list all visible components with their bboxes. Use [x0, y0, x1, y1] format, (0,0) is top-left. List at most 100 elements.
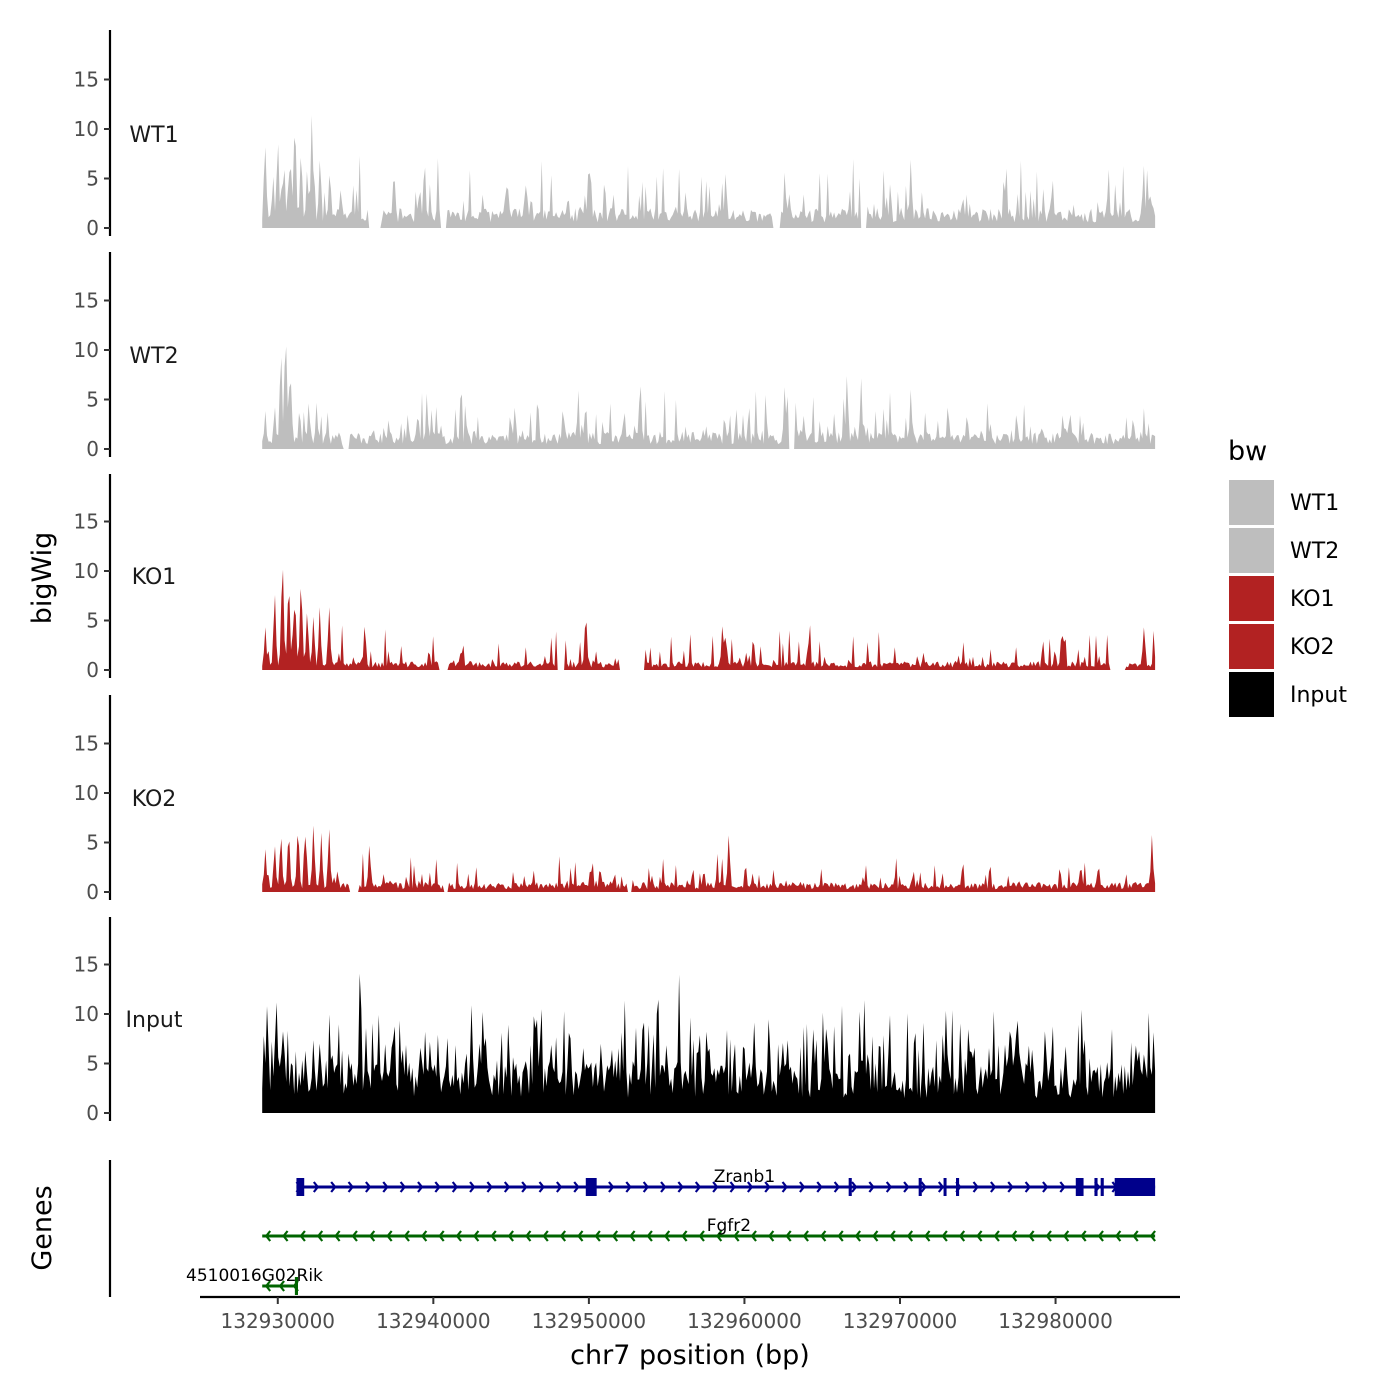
y-tick-label: 5 [86, 1052, 99, 1076]
strand-arrow [1062, 1230, 1070, 1242]
track-input: 0 5 10 15 Input [74, 917, 1156, 1125]
strand-arrow [715, 1230, 723, 1242]
strand-arrow [677, 1181, 684, 1193]
legend-label-ko2: KO2 [1290, 635, 1335, 660]
strand-arrow [660, 1181, 667, 1193]
strand-arrow [316, 1230, 324, 1242]
legend-label-ko1: KO1 [1290, 587, 1335, 612]
strand-arrow [1007, 1181, 1014, 1193]
gene-fgfr2: Fgfr2 [262, 1216, 1156, 1242]
strand-arrow [503, 1181, 511, 1193]
track-wt2: 0 5 10 15 WT2 [74, 252, 1156, 461]
exon [296, 1178, 305, 1196]
legend-swatch-input [1229, 672, 1274, 717]
track-label-input: Input [126, 1008, 183, 1033]
legend-label-wt2: WT2 [1290, 539, 1339, 564]
x-tick-label: 132970000 [843, 1309, 958, 1333]
track-label-wt2: WT2 [129, 344, 178, 369]
x-tick-label: 132950000 [532, 1309, 647, 1333]
strand-arrow [941, 1230, 948, 1242]
strand-arrow [681, 1230, 688, 1242]
y-tick-label: 10 [74, 117, 99, 141]
strand-arrow [924, 1230, 931, 1242]
strand-arrow [330, 1181, 337, 1193]
strand-arrow [872, 1230, 879, 1242]
legend-swatch-ko1 [1229, 576, 1274, 621]
strand-arrow [906, 1230, 914, 1242]
exon [585, 1178, 597, 1196]
y-tick-label: 5 [86, 609, 99, 633]
y-tick-label: 10 [74, 781, 99, 805]
strand-arrow [820, 1230, 827, 1242]
strand-arrow [694, 1181, 702, 1193]
strand-arrow [802, 1230, 809, 1242]
legend-label-input: Input [1290, 683, 1347, 708]
x-tick-label: 132960000 [687, 1309, 802, 1333]
strand-arrow [382, 1181, 389, 1193]
strand-arrow [785, 1230, 792, 1242]
strand-arrow [573, 1181, 580, 1193]
strand-arrow [455, 1230, 462, 1242]
strand-arrow [1045, 1230, 1052, 1242]
strand-arrow [937, 1181, 945, 1193]
y-tick-label: 0 [86, 216, 99, 240]
strand-arrow [368, 1230, 376, 1242]
strand-arrow [347, 1181, 354, 1193]
y-tick-label: 15 [74, 68, 99, 92]
strand-arrow [1115, 1230, 1122, 1242]
y-tick-label: 10 [74, 1002, 99, 1026]
strand-arrow [473, 1230, 480, 1242]
strand-arrow [351, 1230, 358, 1242]
strand-arrow [264, 1280, 272, 1292]
x-tick-label: 132980000 [998, 1309, 1113, 1333]
strand-arrow [1059, 1181, 1066, 1193]
legend-label-wt1: WT1 [1290, 491, 1339, 516]
y-axis-title: bigWig [27, 532, 58, 625]
x-axis: 132930000 132940000 132950000 132960000 1329… [200, 1295, 1180, 1333]
exon [1100, 1178, 1104, 1196]
y-tick-label: 15 [74, 953, 99, 977]
strand-arrow [386, 1230, 393, 1242]
strand-arrow [1028, 1230, 1035, 1242]
exon [294, 1277, 298, 1295]
y-tick-label: 0 [86, 437, 99, 461]
y-tick-label: 15 [74, 510, 99, 534]
strand-arrow [469, 1181, 476, 1193]
coverage-area-wt2 [262, 346, 1156, 449]
strand-arrow [299, 1230, 306, 1242]
coverage-area-ko1 [262, 569, 1156, 670]
track-ko2: 0 5 10 15 KO2 [74, 695, 1156, 904]
strand-arrow [990, 1181, 997, 1193]
strand-arrow [625, 1181, 632, 1193]
strand-arrow [399, 1181, 407, 1193]
strand-arrow [1042, 1181, 1049, 1193]
strand-arrow [733, 1230, 740, 1242]
y-tick-label: 5 [86, 167, 99, 191]
strand-arrow [611, 1230, 619, 1242]
strand-arrow [729, 1181, 736, 1193]
genes-axis-title: Genes [27, 1185, 58, 1270]
strand-arrow [642, 1181, 650, 1193]
strand-arrow [889, 1230, 896, 1242]
strand-arrow [993, 1230, 1000, 1242]
strand-arrow [972, 1181, 979, 1193]
strand-arrow [837, 1230, 844, 1242]
strand-arrow [542, 1230, 549, 1242]
strand-arrow [451, 1181, 459, 1193]
strand-arrow [420, 1230, 428, 1242]
coverage-area-ko2 [262, 825, 1156, 892]
strand-arrow [920, 1181, 927, 1193]
strand-arrow [486, 1181, 493, 1193]
coverage-area-input [262, 973, 1156, 1113]
strand-arrow [885, 1181, 893, 1193]
exon [1094, 1178, 1098, 1196]
track-label-ko2: KO2 [132, 787, 177, 812]
strand-arrow [559, 1230, 567, 1242]
track-label-ko1: KO1 [132, 565, 177, 590]
exon [1114, 1178, 1156, 1196]
strand-arrow [746, 1181, 754, 1193]
track-wt1: 0 5 10 15 WT1 [74, 30, 1156, 240]
y-tick-label: 10 [74, 559, 99, 583]
